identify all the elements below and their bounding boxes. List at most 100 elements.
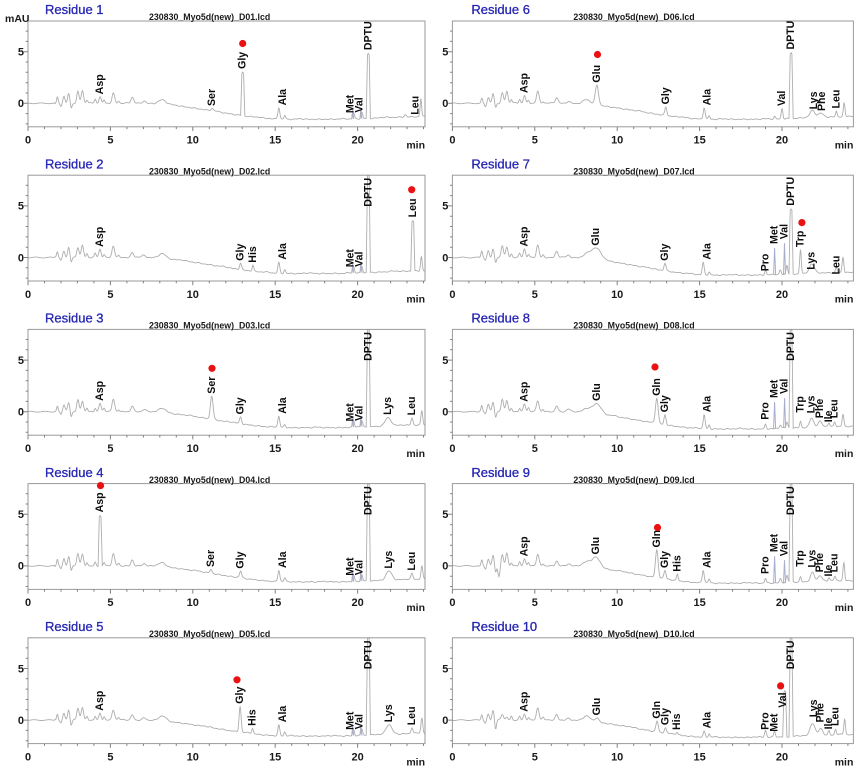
svg-text:His: His	[247, 246, 259, 263]
svg-text:Lys: Lys	[806, 252, 818, 270]
svg-text:min: min	[835, 140, 854, 152]
svg-text:Gln: Gln	[651, 378, 663, 396]
svg-text:230830_Myo5d(new)_D06.lcd: 230830_Myo5d(new)_D06.lcd	[573, 12, 694, 22]
svg-text:5: 5	[442, 509, 448, 521]
svg-text:Phe: Phe	[815, 703, 827, 723]
svg-text:Met: Met	[345, 94, 357, 113]
svg-text:Val: Val	[779, 224, 791, 239]
svg-text:20: 20	[776, 597, 788, 609]
svg-text:10: 10	[187, 597, 199, 609]
svg-text:0: 0	[449, 597, 455, 609]
svg-text:Residue 10: Residue 10	[471, 619, 537, 634]
svg-text:Glu: Glu	[591, 65, 603, 83]
svg-text:Leu: Leu	[406, 397, 418, 416]
svg-text:DPTU: DPTU	[785, 486, 797, 515]
svg-text:0: 0	[442, 561, 448, 573]
svg-text:Val: Val	[354, 97, 366, 112]
svg-text:Glu: Glu	[590, 228, 602, 246]
svg-text:Residue 5: Residue 5	[45, 619, 104, 634]
svg-text:Ile: Ile	[823, 565, 835, 577]
svg-text:5: 5	[532, 751, 538, 763]
svg-text:min: min	[835, 294, 854, 306]
svg-text:Asp: Asp	[519, 691, 531, 712]
svg-text:min: min	[835, 602, 854, 614]
svg-text:5: 5	[442, 201, 448, 213]
svg-text:20: 20	[351, 443, 363, 455]
svg-text:0: 0	[442, 715, 448, 727]
svg-text:0: 0	[25, 443, 31, 455]
svg-text:15: 15	[269, 289, 281, 301]
svg-text:Gly: Gly	[234, 687, 246, 704]
svg-text:Leu: Leu	[409, 96, 421, 115]
svg-text:Gly: Gly	[659, 551, 671, 568]
svg-text:5: 5	[532, 135, 538, 147]
svg-text:Gln: Gln	[651, 701, 663, 719]
svg-text:Residue 1: Residue 1	[45, 2, 104, 17]
svg-text:5: 5	[107, 751, 113, 763]
svg-text:Pro: Pro	[760, 556, 772, 574]
svg-text:Gly: Gly	[235, 397, 247, 414]
svg-text:5: 5	[442, 355, 448, 367]
svg-text:Residue 4: Residue 4	[45, 465, 104, 480]
svg-text:10: 10	[611, 135, 623, 147]
svg-text:5: 5	[18, 355, 24, 367]
svg-text:15: 15	[693, 135, 705, 147]
svg-text:Met: Met	[769, 379, 781, 398]
svg-text:Asp: Asp	[94, 74, 106, 95]
svg-text:Ala: Ala	[277, 243, 289, 260]
svg-text:Val: Val	[779, 541, 791, 556]
svg-text:Phe: Phe	[814, 399, 826, 419]
svg-text:Val: Val	[354, 560, 366, 575]
svg-text:Leu: Leu	[406, 552, 418, 571]
svg-text:5: 5	[107, 443, 113, 455]
svg-text:230830_Myo5d(new)_D08.lcd: 230830_Myo5d(new)_D08.lcd	[573, 321, 694, 331]
svg-text:5: 5	[532, 597, 538, 609]
svg-text:Trp: Trp	[795, 396, 807, 413]
svg-text:Gly: Gly	[237, 52, 249, 69]
svg-text:15: 15	[269, 751, 281, 763]
svg-text:0: 0	[18, 252, 24, 264]
svg-text:Ala: Ala	[277, 551, 289, 568]
svg-text:15: 15	[693, 751, 705, 763]
svg-text:Lys: Lys	[807, 550, 819, 568]
svg-text:230830_Myo5d(new)_D01.lcd: 230830_Myo5d(new)_D01.lcd	[149, 12, 270, 22]
svg-text:Leu: Leu	[830, 707, 842, 726]
svg-text:5: 5	[107, 597, 113, 609]
svg-text:Residue 2: Residue 2	[45, 156, 104, 171]
svg-text:Trp: Trp	[795, 230, 807, 247]
svg-text:5: 5	[107, 135, 113, 147]
svg-text:15: 15	[269, 135, 281, 147]
svg-text:Residue 8: Residue 8	[471, 311, 530, 326]
svg-text:Ala: Ala	[702, 89, 714, 106]
svg-text:Residue 7: Residue 7	[471, 156, 530, 171]
svg-text:DPTU: DPTU	[362, 21, 374, 50]
svg-text:20: 20	[776, 751, 788, 763]
svg-text:DPTU: DPTU	[785, 332, 797, 361]
svg-text:5: 5	[18, 509, 24, 521]
svg-text:Val: Val	[354, 406, 366, 421]
svg-text:Gly: Gly	[659, 244, 671, 261]
svg-text:Residue 9: Residue 9	[471, 465, 530, 480]
svg-text:5: 5	[18, 663, 24, 675]
svg-text:Glu: Glu	[591, 383, 603, 401]
svg-text:His: His	[247, 709, 259, 726]
svg-text:230830_Myo5d(new)_D03.lcd: 230830_Myo5d(new)_D03.lcd	[149, 321, 270, 331]
svg-text:20: 20	[776, 443, 788, 455]
svg-text:min: min	[406, 140, 425, 152]
svg-text:5: 5	[107, 289, 113, 301]
svg-text:5: 5	[442, 47, 448, 59]
svg-text:230830_Myo5d(new)_D09.lcd: 230830_Myo5d(new)_D09.lcd	[573, 475, 694, 485]
svg-text:Ile: Ile	[823, 718, 835, 730]
svg-text:DPTU: DPTU	[362, 640, 374, 669]
svg-text:Gly: Gly	[235, 551, 247, 568]
svg-text:15: 15	[693, 289, 705, 301]
svg-text:Ala: Ala	[702, 396, 714, 413]
svg-text:Asp: Asp	[94, 492, 106, 513]
svg-text:Phe: Phe	[816, 91, 828, 111]
svg-text:min: min	[406, 448, 425, 460]
svg-text:Leu: Leu	[406, 706, 418, 725]
svg-text:0: 0	[442, 98, 448, 110]
svg-text:0: 0	[18, 98, 24, 110]
svg-text:Pro: Pro	[760, 712, 772, 730]
svg-text:230830_Myo5d(new)_D02.lcd: 230830_Myo5d(new)_D02.lcd	[149, 166, 270, 176]
